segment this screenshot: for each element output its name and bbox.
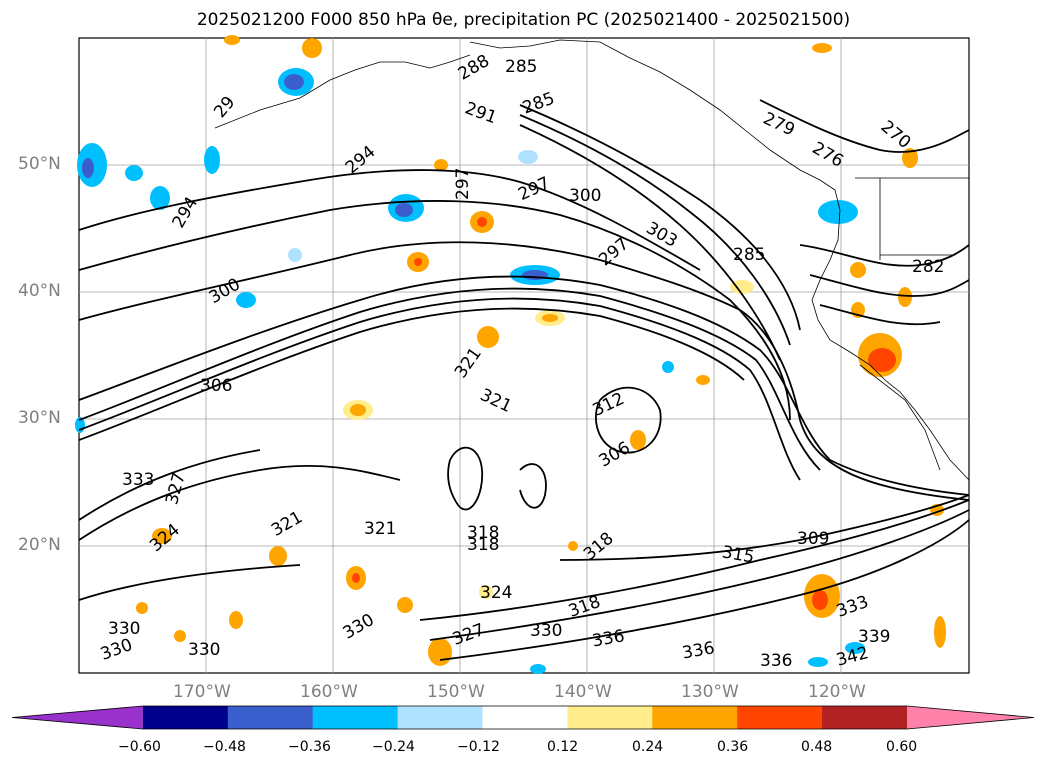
colorbar-swatch [397, 706, 483, 729]
contour-label: 333 [122, 470, 154, 490]
contour-label: 318 [467, 535, 499, 555]
contour-label: 339 [858, 627, 890, 647]
lon-label-130w: 130°W [681, 682, 739, 702]
map-frame [78, 37, 970, 674]
colorbar-outline [11, 705, 1035, 730]
colorbar-swatch [737, 706, 823, 729]
contour-label: 285 [733, 245, 765, 265]
lat-label-50n: 50°N [18, 154, 61, 174]
contour-label: 321 [364, 519, 396, 539]
colorbar-tick: −0.36 [288, 739, 331, 755]
contour-label: 330 [530, 621, 562, 641]
colorbar-swatch [312, 706, 399, 729]
contour-label: 330 [108, 619, 140, 639]
contour-label: 330 [188, 640, 220, 660]
contour-label: 300 [569, 186, 601, 206]
colorbar-tick: 0.48 [801, 739, 833, 755]
colorbar-swatch [482, 706, 568, 729]
lon-label-150w: 150°W [427, 682, 485, 702]
contour-label: 336 [760, 651, 792, 671]
colorbar-tick: −0.48 [203, 739, 246, 755]
contour-label: 285 [505, 57, 537, 77]
lat-label-30n: 30°N [18, 408, 61, 428]
lat-label-20n: 20°N [18, 535, 61, 555]
colorbar-tick: −0.60 [118, 739, 161, 755]
coastlines [214, 39, 970, 481]
colorbar-swatch [142, 706, 229, 729]
colorbar-extend-high [907, 706, 1034, 729]
colorbar-tick: 0.24 [632, 739, 664, 755]
lon-label-140w: 140°W [554, 682, 612, 702]
colorbar-swatch [227, 706, 314, 729]
contour-label: 282 [912, 257, 944, 277]
colorbar-tick: 0.60 [886, 739, 918, 755]
colorbar-extend-low [12, 706, 143, 729]
colorbar-swatch [652, 706, 738, 729]
colorbar [11, 705, 1035, 730]
colorbar-swatch [822, 706, 908, 729]
contour-label: 324 [480, 583, 512, 603]
contour-label: 309 [797, 529, 829, 549]
contour-label: 297 [453, 168, 473, 200]
lon-label-160w: 160°W [300, 682, 358, 702]
colorbar-tick: 0.36 [717, 739, 749, 755]
colorbar-tick: 0.12 [547, 739, 579, 755]
lon-label-170w: 170°W [173, 682, 231, 702]
contour-label: 306 [200, 376, 232, 396]
colorbar-tick: −0.24 [372, 739, 415, 755]
colorbar-tick: −0.12 [457, 739, 500, 755]
contour-label: 318 [467, 523, 499, 543]
theta-e-contours [78, 99, 970, 661]
lat-label-40n: 40°N [18, 281, 61, 301]
lon-label-120w: 120°W [808, 682, 866, 702]
colorbar-swatch [567, 706, 653, 729]
map-title: 2025021200 F000 850 hPa θe, precipitatio… [196, 10, 851, 30]
